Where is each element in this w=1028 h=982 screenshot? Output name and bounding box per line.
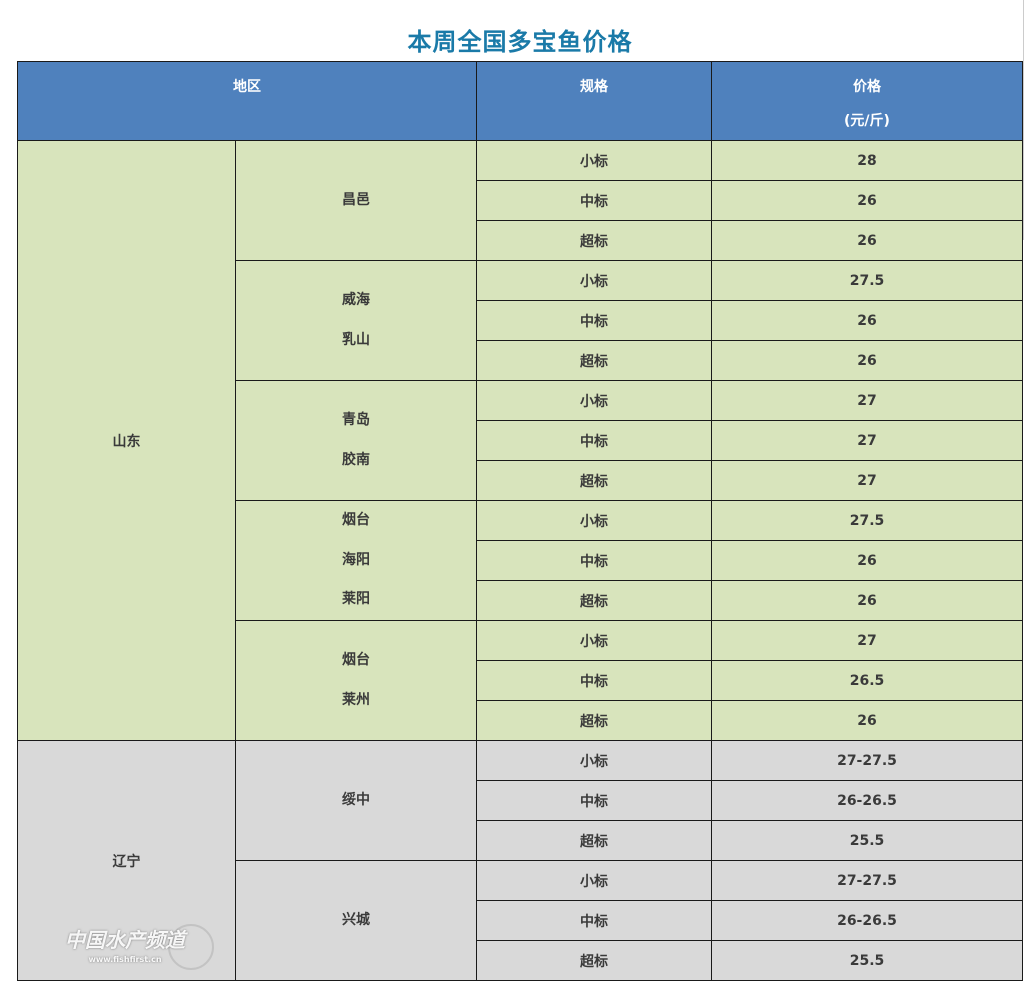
spec-cell: 超标 — [476, 940, 712, 981]
price-table: 地区 规格 价格 (元/斤) 山东 昌邑 小标 28 中标 26 超标 26 威海 乳山 小标 27.5… — [17, 61, 1023, 981]
header-unit-label: (元/斤) — [844, 113, 890, 129]
price-cell: 27 — [711, 380, 1023, 421]
page-title: 本周全国多宝鱼价格 — [407, 28, 633, 56]
spec-cell: 超标 — [476, 700, 712, 741]
spec-cell: 小标 — [476, 740, 712, 781]
price-cell: 25.5 — [711, 940, 1023, 981]
header-spec-label: 规格 — [580, 79, 608, 95]
price-cell: 27 — [711, 620, 1023, 661]
scrollbar[interactable] — [1023, 0, 1024, 240]
watermark-url: www.fishfirst.cn — [88, 955, 162, 964]
spec-cell: 小标 — [476, 380, 712, 421]
price-cell: 27-27.5 — [711, 740, 1023, 781]
header-spec: 规格 — [476, 61, 712, 141]
city-name: 烟台 — [342, 512, 370, 529]
city-name: 昌邑 — [342, 191, 370, 208]
spec-cell: 超标 — [476, 460, 712, 501]
city-name: 威海 — [342, 292, 370, 308]
table-row: 辽宁 绥中 小标 27-27.5 — [17, 740, 1023, 981]
price-cell: 27.5 — [711, 260, 1023, 301]
city-cell: 威海 乳山 — [235, 260, 477, 381]
spec-cell: 小标 — [476, 500, 712, 541]
city-name: 莱州 — [342, 691, 370, 708]
table-row: 超标 25.5 — [17, 820, 1023, 861]
city-cell: 昌邑 — [235, 140, 477, 261]
spec-cell: 小标 — [476, 140, 712, 181]
city-name: 绥中 — [342, 791, 370, 808]
watermark: 中国水产频道 www.fishfirst.cn — [40, 928, 210, 966]
header-region: 地区 — [17, 61, 477, 141]
price-cell: 26.5 — [711, 660, 1023, 701]
spec-cell: 中标 — [476, 540, 712, 581]
spec-cell: 超标 — [476, 820, 712, 861]
region-cell: 山东 — [17, 140, 236, 741]
city-name: 胶南 — [342, 451, 370, 468]
spec-cell: 超标 — [476, 220, 712, 261]
spec-cell: 中标 — [476, 900, 712, 941]
header-region-label: 地区 — [233, 79, 261, 95]
table-row: 超标 25.5 — [17, 940, 1023, 981]
city-name: 乳山 — [342, 331, 370, 348]
city-name: 烟台 — [342, 652, 370, 668]
price-cell: 27.5 — [711, 500, 1023, 541]
price-cell: 27 — [711, 420, 1023, 461]
spec-cell: 超标 — [476, 340, 712, 381]
spec-cell: 中标 — [476, 300, 712, 341]
city-cell: 绥中 — [235, 740, 477, 861]
city-name: 莱阳 — [342, 591, 370, 608]
spec-cell: 超标 — [476, 580, 712, 621]
spec-cell: 小标 — [476, 260, 712, 301]
price-cell: 26 — [711, 220, 1023, 261]
price-cell: 27 — [711, 460, 1023, 501]
spec-cell: 中标 — [476, 780, 712, 821]
price-cell: 26 — [711, 580, 1023, 621]
spec-cell: 中标 — [476, 180, 712, 221]
spec-cell: 中标 — [476, 660, 712, 701]
city-cell: 青岛 胶南 — [235, 380, 477, 501]
city-name: 青岛 — [342, 412, 370, 428]
watermark-text: 中国水产频道 — [65, 928, 185, 952]
watermark-globe-icon — [168, 924, 214, 970]
spec-cell: 小标 — [476, 860, 712, 901]
price-cell: 26 — [711, 700, 1023, 741]
city-cell: 烟台 海阳 莱阳 — [235, 500, 477, 621]
price-cell: 25.5 — [711, 820, 1023, 861]
price-cell: 28 — [711, 140, 1023, 181]
city-name: 兴城 — [342, 911, 370, 928]
price-cell: 26-26.5 — [711, 900, 1023, 941]
price-cell: 26-26.5 — [711, 780, 1023, 821]
price-cell: 27-27.5 — [711, 860, 1023, 901]
spec-cell: 中标 — [476, 420, 712, 461]
price-cell: 26 — [711, 300, 1023, 341]
city-cell: 烟台 莱州 — [235, 620, 477, 741]
header-price: 价格 (元/斤) — [711, 61, 1023, 141]
city-name: 海阳 — [342, 551, 370, 568]
spec-cell: 小标 — [476, 620, 712, 661]
city-cell: 兴城 — [235, 860, 477, 981]
header-row: 地区 规格 价格 (元/斤) — [17, 61, 1023, 141]
table-row: 中标 26-26.5 — [17, 780, 1023, 821]
price-cell: 26 — [711, 340, 1023, 381]
price-cell: 26 — [711, 540, 1023, 581]
header-price-label: 价格 — [853, 79, 881, 95]
price-cell: 26 — [711, 180, 1023, 221]
table-row: 山东 昌邑 小标 28 — [17, 140, 1023, 741]
